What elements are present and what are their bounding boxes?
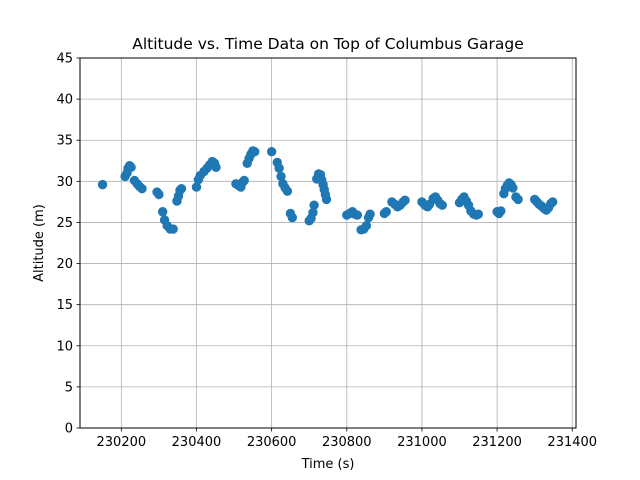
x-tick-label: 230600: [247, 435, 297, 450]
data-point: [274, 163, 284, 173]
data-point: [352, 210, 363, 220]
y-tick-label: 30: [56, 175, 73, 190]
data-point: [308, 207, 318, 218]
data-point: [154, 189, 164, 200]
y-axis-label: Altitude (m): [32, 204, 47, 282]
data-point: [282, 186, 293, 196]
x-tick-label: 231000: [397, 435, 447, 450]
data-point: [126, 162, 136, 173]
x-tick-label: 230800: [322, 435, 372, 450]
data-point: [309, 200, 319, 210]
data-point: [361, 221, 372, 231]
y-tick-label: 40: [56, 93, 73, 108]
x-axis-label: Time (s): [301, 457, 355, 472]
data-point: [97, 179, 108, 190]
data-point: [168, 224, 178, 234]
data-point: [473, 209, 484, 219]
data-point: [321, 194, 332, 205]
data-point: [276, 171, 286, 182]
plot-area: [80, 58, 576, 428]
data-point: [176, 184, 187, 194]
data-point: [266, 147, 277, 157]
x-tick-label: 231400: [547, 435, 597, 450]
axis-ticks: 230200 230400 230600 230800 231000 231200 2314…: [56, 52, 597, 451]
data-point: [157, 207, 168, 217]
chart-title: Altitude vs. Time Data on Top of Columbu…: [132, 35, 524, 53]
y-tick-label: 0: [65, 422, 73, 437]
y-tick-label: 35: [56, 134, 73, 149]
data-point: [211, 162, 221, 173]
y-tick-label: 20: [56, 257, 73, 272]
data-point: [287, 212, 298, 223]
data-point: [548, 197, 558, 207]
data-point: [513, 194, 523, 205]
x-tick-label: 230200: [97, 435, 147, 450]
data-point: [239, 175, 249, 186]
y-tick-label: 5: [65, 380, 73, 395]
data-point: [381, 207, 391, 217]
y-tick-label: 45: [56, 52, 73, 67]
data-point: [508, 183, 518, 193]
x-tick-label: 230400: [172, 435, 222, 450]
y-tick-label: 10: [56, 339, 73, 354]
data-point: [365, 209, 375, 219]
plot-frame: [79, 57, 577, 429]
data-point: [496, 206, 506, 216]
data-point: [191, 182, 202, 192]
y-tick-label: 15: [56, 298, 73, 313]
x-tick-label: 231200: [472, 435, 522, 450]
data-point: [400, 195, 410, 205]
data-point: [250, 147, 260, 157]
data-point: [437, 200, 447, 210]
data-point: [137, 184, 147, 194]
scatter-points: [97, 146, 558, 235]
y-tick-label: 25: [56, 216, 73, 231]
